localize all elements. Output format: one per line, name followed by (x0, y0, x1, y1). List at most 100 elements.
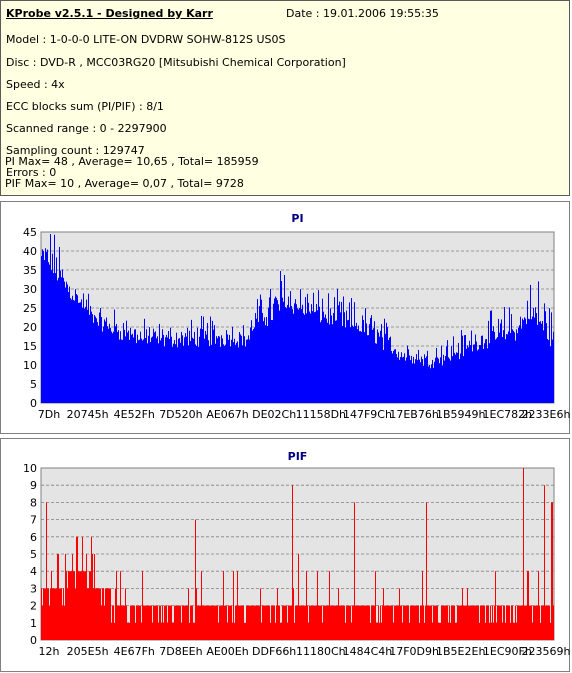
data-bar (552, 339, 553, 403)
data-bar (101, 605, 102, 640)
data-bar (195, 519, 196, 640)
data-bar (156, 338, 157, 403)
data-bar (380, 330, 381, 403)
data-bar (293, 588, 294, 640)
data-bar (545, 311, 546, 403)
data-bar (89, 314, 90, 403)
data-bar (223, 571, 224, 640)
data-bar (342, 605, 343, 640)
data-bar (300, 605, 301, 640)
data-bar (60, 270, 61, 403)
data-bar (253, 329, 254, 403)
data-bar (71, 571, 72, 640)
data-bar (384, 318, 385, 403)
data-bar (473, 605, 474, 640)
data-bar (234, 338, 235, 403)
data-bar (269, 297, 270, 403)
data-bar (439, 622, 440, 640)
data-bar (417, 360, 418, 403)
data-bar (184, 337, 185, 403)
data-bar (175, 344, 176, 403)
data-bar (416, 605, 417, 640)
data-bar (246, 605, 247, 640)
data-bar (309, 605, 310, 640)
data-bar (358, 605, 359, 640)
data-bar (69, 571, 70, 640)
data-bar (94, 315, 95, 403)
data-bar (181, 622, 182, 640)
data-bar (512, 605, 513, 640)
data-bar (320, 605, 321, 640)
data-bar (121, 605, 122, 640)
data-bar (492, 605, 493, 640)
data-bar (332, 605, 333, 640)
data-bar (487, 605, 488, 640)
data-bar (531, 319, 532, 403)
data-bar (441, 345, 442, 403)
x-tick-label: 1484C4h (343, 645, 393, 658)
data-bar (147, 605, 148, 640)
data-bar (314, 312, 315, 403)
data-bar (216, 336, 217, 403)
data-bar (506, 605, 507, 640)
data-bar (553, 331, 554, 403)
data-bar (359, 331, 360, 403)
data-bar (367, 335, 368, 403)
data-bar (112, 605, 113, 640)
data-bar (278, 304, 279, 403)
data-bar (236, 342, 237, 403)
x-tick-label: AE067h (206, 408, 248, 421)
data-bar (102, 331, 103, 403)
data-bar (276, 297, 277, 403)
data-bar (317, 571, 318, 640)
data-bar (482, 605, 483, 640)
data-bar (47, 249, 48, 403)
data-bar (311, 605, 312, 640)
data-bar (546, 605, 547, 640)
data-bar (448, 357, 449, 403)
x-tick-label: 7Dh (38, 408, 60, 421)
data-bar (468, 605, 469, 640)
data-bar (240, 605, 241, 640)
data-bar (86, 299, 87, 403)
data-bar (284, 275, 285, 403)
data-bar (76, 536, 77, 640)
data-bar (194, 331, 195, 403)
data-bar (391, 350, 392, 403)
data-bar (107, 588, 108, 640)
data-bar (297, 605, 298, 640)
data-bar (430, 605, 431, 640)
y-tick-label: 10 (23, 462, 37, 475)
data-bar (255, 313, 256, 403)
data-bar (392, 353, 393, 403)
x-tick-label: 1B5949h (436, 408, 486, 421)
data-bar (66, 281, 67, 403)
data-bar (344, 605, 345, 640)
data-bar (179, 338, 180, 403)
data-bar (303, 605, 304, 640)
data-bar (378, 332, 379, 403)
data-bar (320, 322, 321, 403)
data-bar (113, 605, 114, 640)
data-bar (375, 571, 376, 640)
data-bar (278, 605, 279, 640)
data-bar (477, 350, 478, 403)
data-bar (491, 622, 492, 640)
data-bar (457, 605, 458, 640)
data-bar (263, 321, 264, 403)
data-bar (243, 605, 244, 640)
data-bar (234, 622, 235, 640)
y-tick-label: 45 (23, 226, 37, 239)
data-bar (293, 313, 294, 403)
data-bar (291, 305, 292, 403)
data-bar (58, 277, 59, 403)
data-bar (75, 289, 76, 403)
data-bar (81, 299, 82, 403)
data-bar (526, 605, 527, 640)
data-bar (540, 321, 541, 403)
data-bar (245, 346, 246, 403)
data-bar (171, 605, 172, 640)
data-bar (267, 605, 268, 640)
data-bar (472, 351, 473, 403)
data-bar (164, 605, 165, 640)
